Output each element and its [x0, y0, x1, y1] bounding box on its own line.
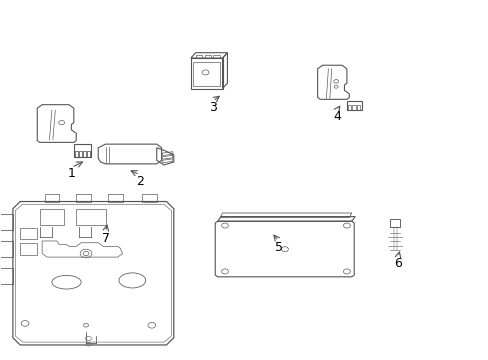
Text: 1: 1	[67, 167, 75, 180]
Text: 5: 5	[274, 241, 282, 254]
Text: 4: 4	[332, 110, 341, 123]
Text: 6: 6	[393, 257, 401, 270]
Text: 7: 7	[102, 232, 109, 245]
Text: 2: 2	[136, 175, 143, 188]
Text: 3: 3	[208, 101, 216, 114]
